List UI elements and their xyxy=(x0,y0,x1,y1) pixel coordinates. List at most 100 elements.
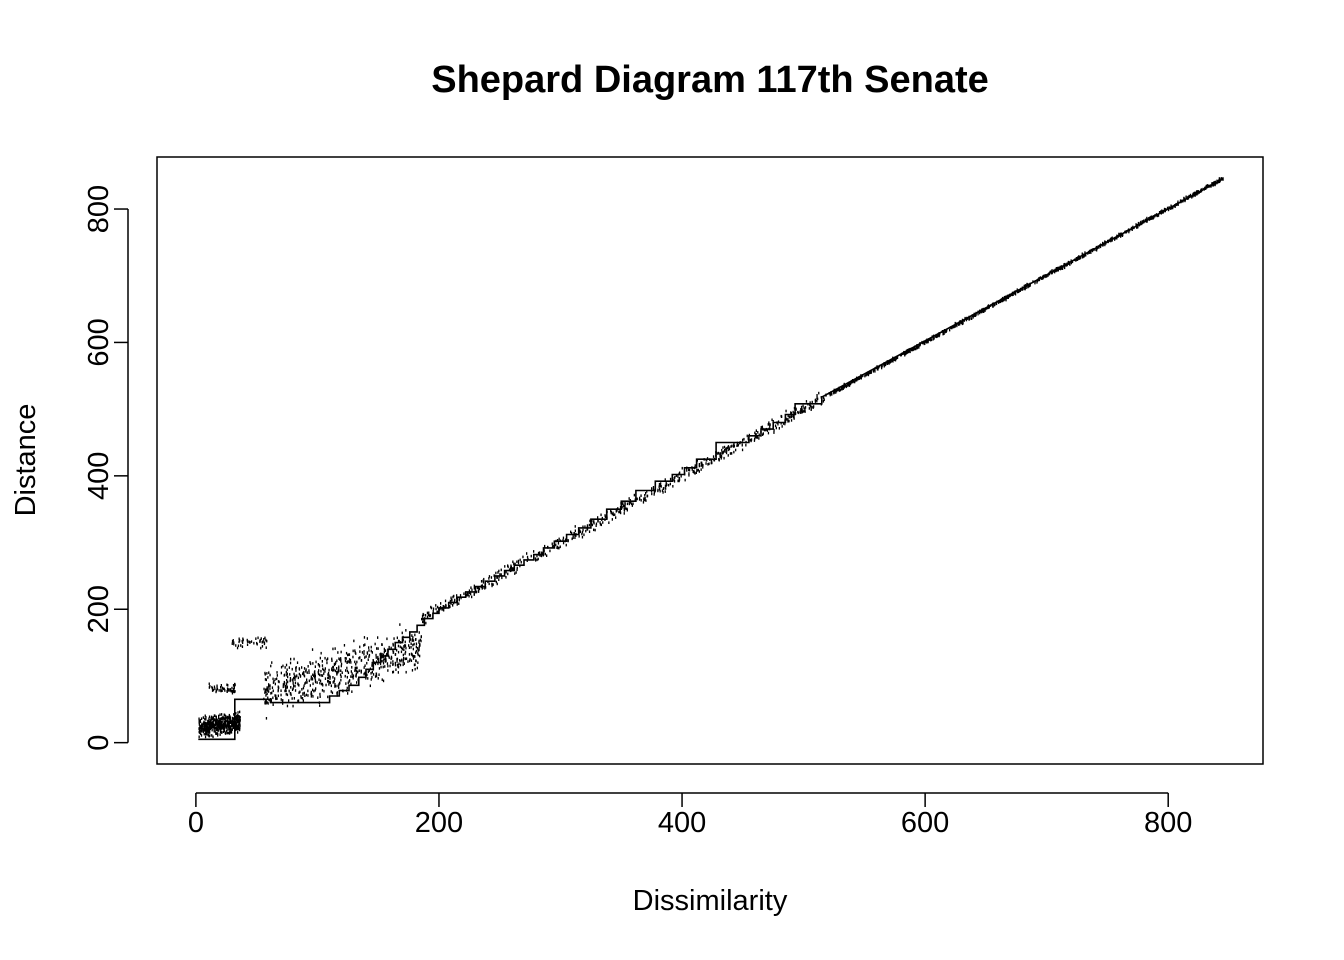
data-point xyxy=(418,639,420,643)
data-point xyxy=(684,478,686,482)
data-point xyxy=(224,726,226,730)
data-point xyxy=(307,694,309,697)
data-point xyxy=(385,659,387,663)
data-point xyxy=(403,645,405,648)
data-point xyxy=(604,515,607,518)
data-point xyxy=(313,671,316,674)
data-point xyxy=(845,384,847,388)
data-point xyxy=(757,431,759,434)
data-point xyxy=(544,552,546,556)
data-point xyxy=(745,443,747,447)
data-point xyxy=(858,377,861,380)
data-point xyxy=(1151,215,1153,219)
data-point xyxy=(336,673,338,676)
data-point xyxy=(801,409,803,413)
data-point xyxy=(355,669,358,673)
data-point xyxy=(1017,290,1019,294)
data-point xyxy=(290,678,292,682)
data-point xyxy=(1082,255,1084,259)
data-point xyxy=(302,672,304,676)
data-point xyxy=(848,383,850,386)
data-point xyxy=(511,567,513,570)
data-point xyxy=(288,666,290,669)
data-point xyxy=(238,725,240,729)
data-point xyxy=(260,637,262,640)
data-point xyxy=(208,734,210,738)
data-point xyxy=(205,724,208,727)
data-point xyxy=(1057,268,1059,272)
data-point xyxy=(733,444,735,448)
data-point xyxy=(206,722,208,725)
data-point xyxy=(432,607,435,611)
x-tick-label: 800 xyxy=(1144,807,1192,839)
data-point xyxy=(619,510,621,514)
data-point xyxy=(208,726,210,729)
data-point xyxy=(515,571,517,574)
data-point xyxy=(314,674,316,678)
data-point xyxy=(218,716,220,720)
data-point xyxy=(949,328,951,332)
data-point xyxy=(358,669,360,672)
data-point xyxy=(536,558,538,562)
data-point xyxy=(816,396,818,399)
data-point xyxy=(276,671,278,674)
data-point xyxy=(292,687,294,690)
data-point xyxy=(645,499,647,502)
data-point xyxy=(266,686,268,689)
data-point xyxy=(1007,296,1009,299)
data-point xyxy=(231,686,233,690)
data-point xyxy=(864,374,866,378)
data-point xyxy=(327,680,330,683)
data-point xyxy=(436,610,438,614)
data-point xyxy=(339,658,341,661)
data-point xyxy=(697,468,699,472)
data-point xyxy=(203,728,205,731)
data-point xyxy=(556,545,559,549)
data-point xyxy=(319,681,321,685)
data-point xyxy=(205,730,207,733)
data-point xyxy=(332,647,334,651)
data-point xyxy=(381,659,383,663)
data-point xyxy=(360,659,362,662)
data-point xyxy=(383,658,385,662)
data-point xyxy=(337,668,340,672)
data-point xyxy=(904,352,907,356)
data-point xyxy=(275,696,277,700)
data-point xyxy=(205,732,207,736)
data-point xyxy=(404,650,407,654)
data-point xyxy=(368,646,370,649)
data-point xyxy=(314,679,317,682)
data-point xyxy=(336,667,338,670)
data-point xyxy=(337,651,339,654)
data-point xyxy=(452,595,454,599)
data-point xyxy=(220,720,222,724)
data-point xyxy=(678,479,680,483)
data-point xyxy=(277,680,280,683)
data-point xyxy=(397,665,399,668)
data-point xyxy=(199,727,201,730)
data-point xyxy=(877,368,879,371)
data-point xyxy=(266,672,268,675)
data-point xyxy=(914,347,916,351)
data-point xyxy=(833,391,835,395)
data-point xyxy=(664,478,666,481)
data-point xyxy=(259,638,261,642)
data-point xyxy=(264,701,266,705)
data-point xyxy=(417,653,419,657)
data-point xyxy=(332,665,334,669)
data-point xyxy=(702,464,704,467)
data-point xyxy=(320,674,322,677)
data-point xyxy=(292,704,294,708)
data-point xyxy=(314,672,316,676)
data-point xyxy=(599,521,601,524)
data-point xyxy=(1019,289,1021,292)
data-point xyxy=(237,724,240,727)
data-point xyxy=(1211,182,1213,185)
data-point xyxy=(269,687,271,690)
data-point xyxy=(558,546,560,550)
data-point xyxy=(1098,246,1100,249)
data-point xyxy=(386,662,389,665)
data-point xyxy=(329,681,331,685)
data-point xyxy=(669,482,671,486)
data-point xyxy=(586,525,589,529)
